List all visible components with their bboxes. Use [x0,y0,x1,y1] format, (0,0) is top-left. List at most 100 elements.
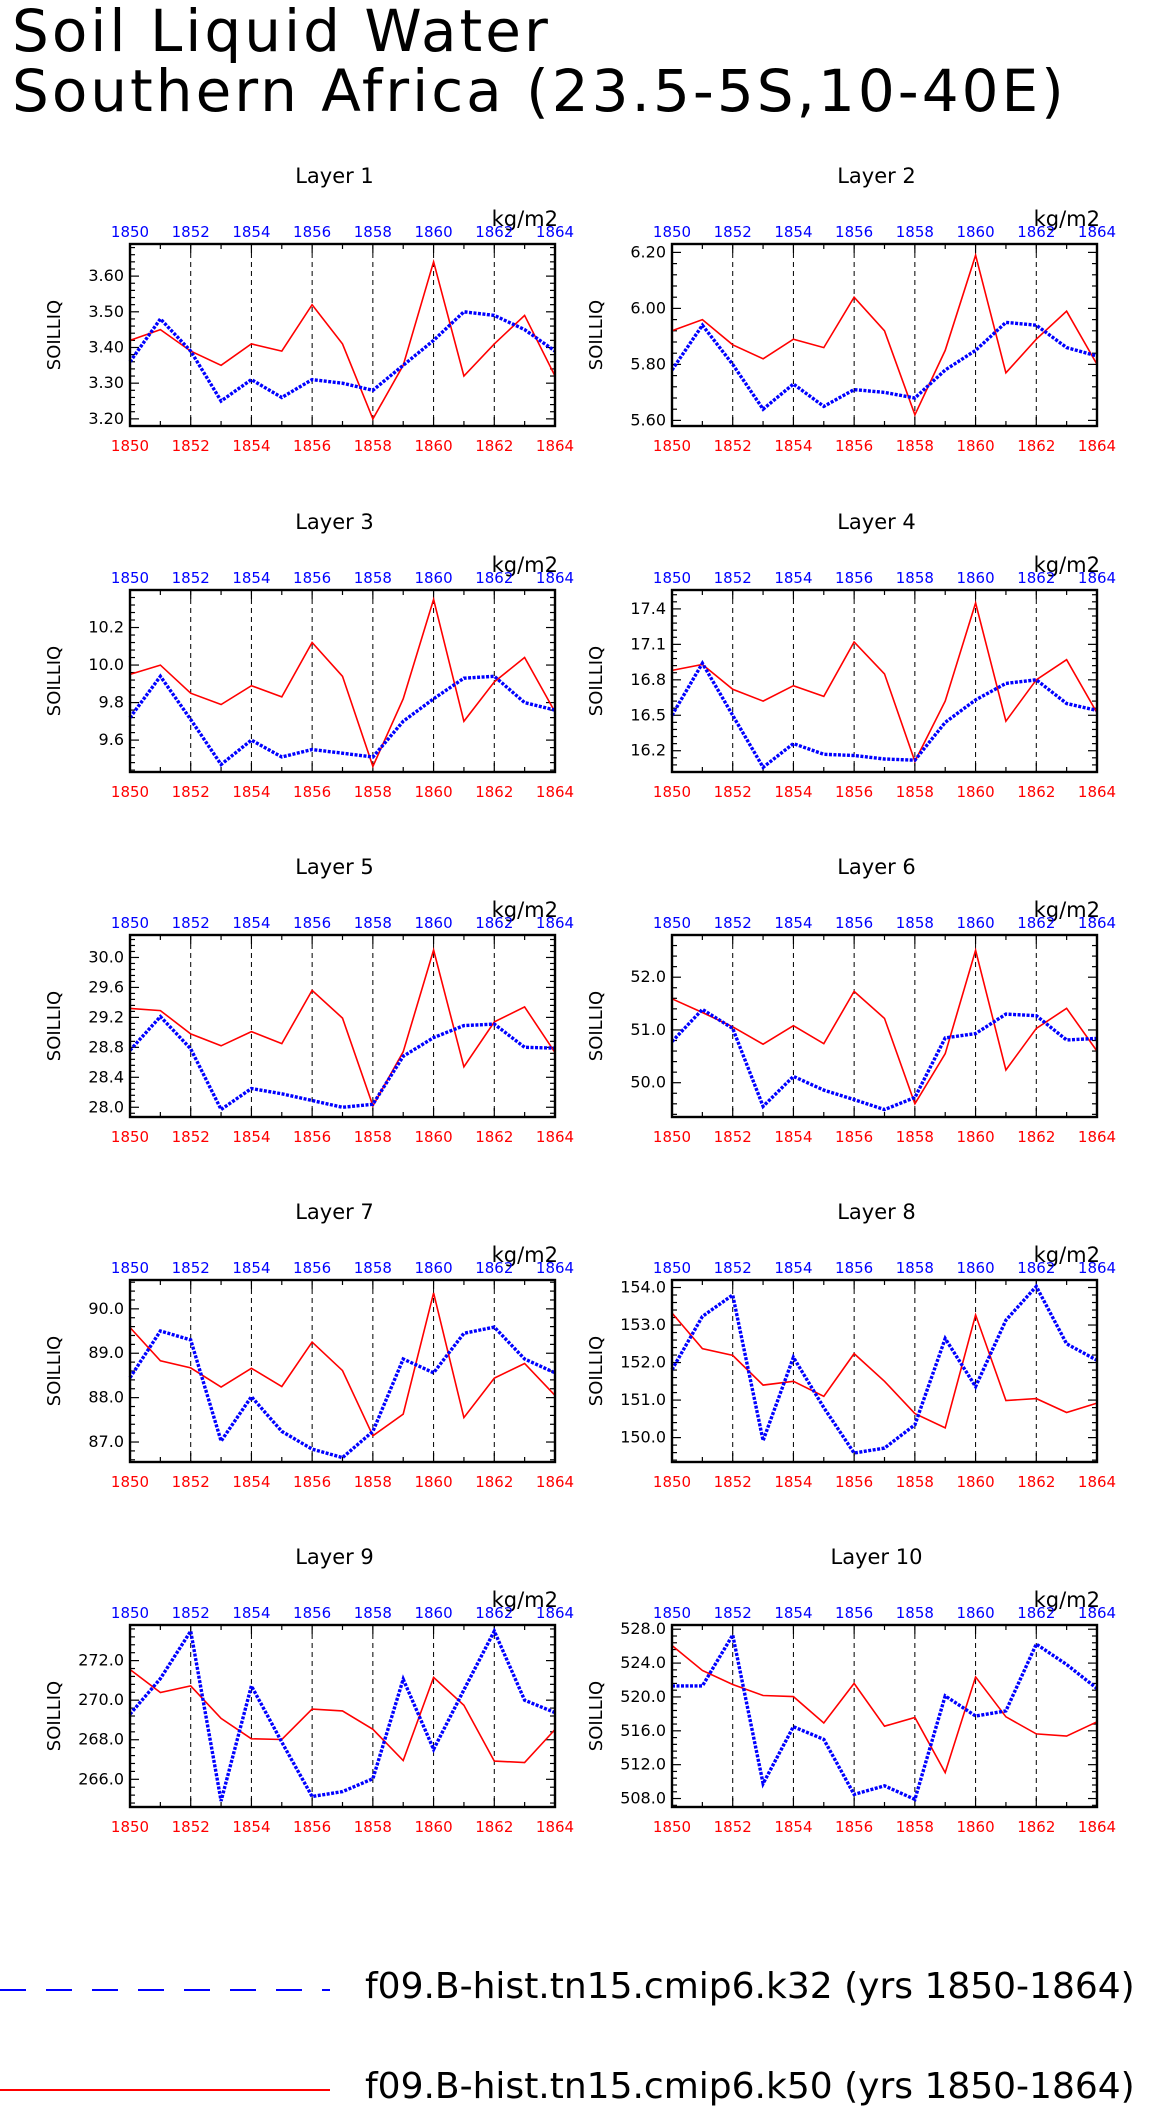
x-tick-label-bottom: 1852 [714,437,752,455]
y-tick-label: 28.8 [88,1037,124,1056]
series-line-k50 [671,252,1098,417]
units-label: kg/m2 [492,1243,558,1267]
y-tick-label: 3.50 [88,302,124,321]
x-tick-label-bottom: 1852 [172,1818,210,1836]
x-tick-label-top: 1864 [1078,569,1116,587]
x-tick-label-top: 1860 [956,1604,994,1622]
y-axis-label: SOILLIQ [44,1336,65,1406]
units-label: kg/m2 [1034,207,1100,231]
x-tick-label-bottom: 1858 [354,1818,392,1836]
x-tick-label-top: 1852 [714,1604,752,1622]
y-tick-label: 28.4 [88,1067,124,1086]
x-tick-label-top: 1852 [172,223,210,241]
x-tick-label-top: 1850 [111,914,149,932]
chart-title-line-2: Southern Africa (23.5-5S,10-40E) [12,57,1067,125]
y-tick-label: 90.0 [88,1299,124,1318]
panel-5: Layer 5 kg/m2 1850 1850 1852 1852 1854 1854 1856… [44,855,574,1146]
x-tick-label-top: 1850 [653,914,691,932]
x-tick-label-top: 1864 [536,569,574,587]
x-tick-label-top: 1856 [293,569,331,587]
series-line-k32 [670,320,1098,412]
x-tick-label-bottom: 1850 [111,437,149,455]
x-tick-label-bottom: 1858 [354,1128,392,1146]
chart-panels: Layer 1 kg/m2 1850 1850 1852 1852 1854 1854 1856… [44,164,1116,1836]
x-tick-label-top: 1862 [475,1604,513,1622]
x-tick-label-top: 1860 [414,569,452,587]
x-tick-label-top: 1856 [835,1604,873,1622]
panel-title: Layer 7 [295,1200,374,1224]
plot-frame [128,933,557,1119]
series-line-k50 [671,1644,1098,1775]
x-tick-label-top: 1860 [956,223,994,241]
x-tick-label-top: 1860 [956,1259,994,1277]
y-axis-label: SOILLIQ [44,300,65,370]
x-tick-label-bottom: 1860 [414,1818,452,1836]
units-label: kg/m2 [1034,1243,1100,1267]
series-line-k50 [129,596,556,769]
panel-3: Layer 3 kg/m2 1850 1850 1852 1852 1854 1854 1856… [44,510,574,801]
series-line-k50 [129,258,556,421]
x-tick-label-top: 1858 [354,914,392,932]
x-tick-label-top: 1862 [1017,1604,1055,1622]
x-tick-label-top: 1854 [232,1259,270,1277]
x-tick-label-top: 1850 [653,223,691,241]
y-tick-label: 268.0 [78,1730,124,1749]
series-line-k50 [129,947,556,1108]
x-tick-label-top: 1850 [653,569,691,587]
x-tick-label-bottom: 1854 [232,437,270,455]
series-line-k50 [671,1312,1098,1430]
panel-9: Layer 9 kg/m2 1850 1850 1852 1852 1854 1854 1856… [44,1545,574,1836]
x-tick-label-bottom: 1850 [111,783,149,801]
y-tick-label: 16.8 [630,670,666,689]
x-tick-label-top: 1856 [835,1259,873,1277]
series-line-k32 [128,1626,556,1802]
x-tick-label-top: 1858 [896,914,934,932]
units-label: kg/m2 [492,553,558,577]
x-tick-label-bottom: 1860 [956,783,994,801]
x-tick-label-bottom: 1854 [232,1128,270,1146]
x-tick-label-bottom: 1850 [653,1128,691,1146]
x-tick-label-bottom: 1858 [896,1818,934,1836]
x-tick-label-bottom: 1856 [293,783,331,801]
panel-title: Layer 3 [295,510,374,534]
x-tick-label-top: 1858 [896,569,934,587]
x-tick-label-bottom: 1854 [232,1473,270,1491]
x-tick-label-top: 1864 [536,223,574,241]
x-tick-label-bottom: 1864 [1078,1818,1116,1836]
y-tick-label: 9.8 [99,693,124,712]
x-tick-label-top: 1858 [896,223,934,241]
y-axis-label: SOILLIQ [586,646,607,716]
x-tick-label-top: 1852 [714,569,752,587]
y-tick-label: 508.0 [620,1789,666,1808]
x-tick-label-bottom: 1852 [714,1818,752,1836]
x-tick-label-top: 1850 [111,223,149,241]
x-tick-label-top: 1864 [536,1604,574,1622]
x-tick-label-bottom: 1860 [956,1128,994,1146]
x-tick-label-top: 1862 [1017,569,1055,587]
x-tick-label-bottom: 1864 [1078,437,1116,455]
units-label: kg/m2 [1034,553,1100,577]
x-tick-label-top: 1854 [232,914,270,932]
x-tick-label-bottom: 1854 [774,1473,812,1491]
x-tick-label-top: 1858 [354,1259,392,1277]
x-tick-label-top: 1862 [1017,1259,1055,1277]
x-tick-label-top: 1854 [774,1604,812,1622]
x-tick-label-bottom: 1856 [835,1818,873,1836]
y-axis-label: SOILLIQ [44,991,65,1061]
x-tick-label-bottom: 1860 [956,1473,994,1491]
y-tick-label: 3.20 [88,409,124,428]
x-tick-label-top: 1852 [172,1604,210,1622]
plot-frame [128,588,557,774]
x-tick-label-bottom: 1856 [835,437,873,455]
x-tick-label-bottom: 1862 [1017,1473,1055,1491]
y-tick-label: 154.0 [620,1278,666,1297]
x-tick-label-bottom: 1862 [475,1473,513,1491]
x-tick-label-top: 1852 [172,914,210,932]
y-tick-label: 10.0 [88,655,124,674]
panel-8: Layer 8 kg/m2 1850 1850 1852 1852 1854 1854 1856… [586,1200,1116,1491]
panel-title: Layer 4 [837,510,916,534]
units-label: kg/m2 [492,898,558,922]
y-axis-label: SOILLIQ [44,646,65,716]
x-tick-label-bottom: 1854 [774,783,812,801]
x-tick-label-bottom: 1856 [835,1128,873,1146]
